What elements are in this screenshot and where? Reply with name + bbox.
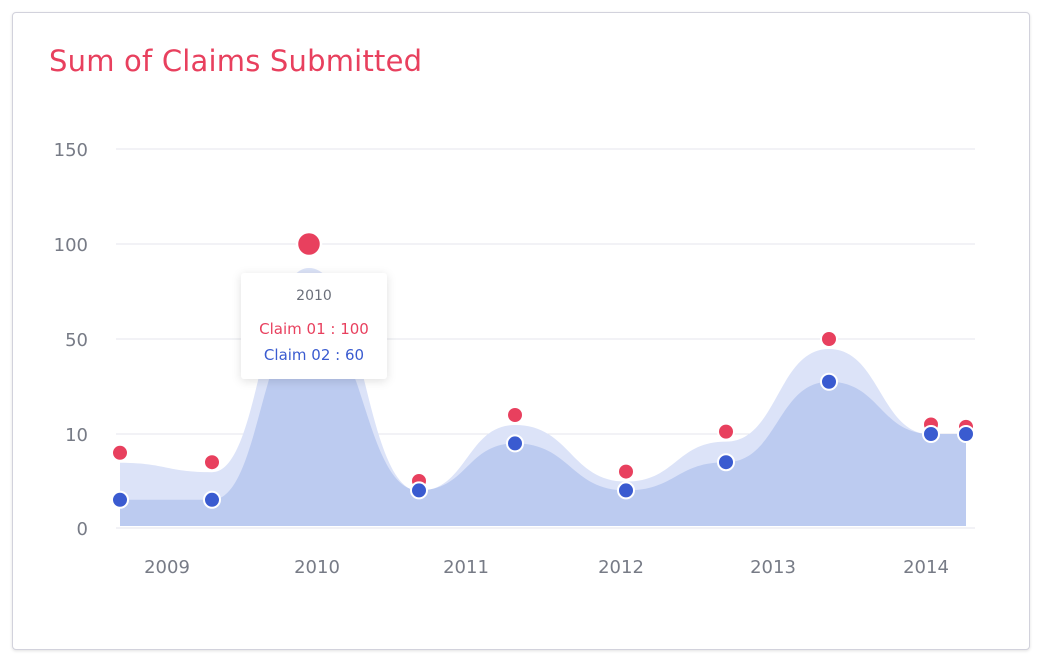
tooltip-title: 2010 <box>296 288 332 304</box>
point-claim-01 <box>295 230 323 258</box>
y-tick-label: 50 <box>65 330 88 351</box>
data-tooltip: 2010 Claim 01 : 100 Claim 02 : 60 <box>241 273 387 379</box>
point-claim-01 <box>203 453 221 472</box>
point-claim-02 <box>957 425 975 443</box>
tooltip-line-claim-01: Claim 01 : 100 <box>259 320 369 338</box>
point-claim-01 <box>506 406 524 424</box>
y-tick-label: 150 <box>54 140 88 161</box>
tooltip-line-claim-02: Claim 02 : 60 <box>263 346 365 364</box>
point-claim-02 <box>111 490 129 509</box>
point-claim-01 <box>111 443 129 462</box>
chart-card <box>12 12 1030 650</box>
x-tick-label: 2012 <box>598 557 644 578</box>
point-claim-01 <box>820 330 838 348</box>
axis-labels: 0 10 50 100 150 2009 2010 2011 2012 2013 2014 <box>54 140 949 578</box>
point-claim-01 <box>717 422 735 441</box>
point-claim-02 <box>410 481 428 500</box>
point-claim-02 <box>922 425 940 443</box>
point-claim-02 <box>820 372 838 391</box>
x-tick-label: 2014 <box>903 557 949 578</box>
x-tick-label: 2011 <box>443 557 489 578</box>
x-tick-label: 2013 <box>750 557 796 578</box>
y-tick-label: 0 <box>77 519 88 540</box>
chart-title: Sum of Claims Submitted <box>49 44 423 78</box>
y-tick-label: 100 <box>54 235 88 256</box>
point-claim-01 <box>617 462 635 481</box>
point-claim-02 <box>617 481 635 500</box>
y-tick-label: 10 <box>65 425 88 446</box>
point-claim-02 <box>506 434 524 453</box>
x-tick-label: 2010 <box>294 557 340 578</box>
point-claim-02 <box>717 453 735 472</box>
point-claim-02 <box>203 490 221 509</box>
x-tick-label: 2009 <box>144 557 190 578</box>
